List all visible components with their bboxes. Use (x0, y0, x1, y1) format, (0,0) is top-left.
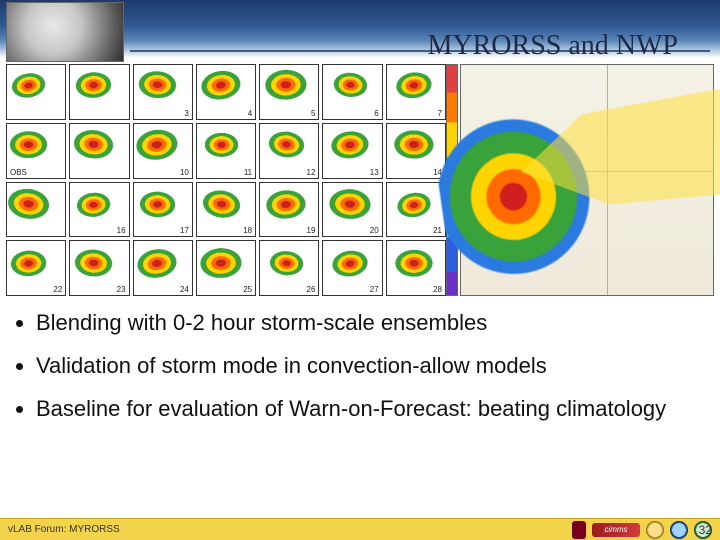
ensemble-panel: 22 (6, 240, 66, 296)
ensemble-panel: 7 (386, 64, 446, 120)
panel-number: 12 (307, 168, 316, 177)
obs-label: OBS (10, 168, 27, 177)
footer-left-text: vLAB Forum: MYRORSS (8, 524, 120, 535)
panel-number: 3 (184, 109, 188, 118)
bullet-3: Baseline for evaluation of Warn-on-Forec… (36, 396, 702, 423)
panel-number: 16 (117, 226, 126, 235)
panel-number: 28 (433, 285, 442, 294)
panel-number: 20 (370, 226, 379, 235)
panel-number: 4 (248, 109, 252, 118)
ensemble-panel: OBS (6, 123, 66, 179)
warning-map (460, 64, 714, 296)
ou-logo-icon (572, 521, 586, 539)
cimms-logo-icon: cimms (592, 523, 640, 537)
ensemble-panel (6, 182, 66, 238)
panel-number: 19 (307, 226, 316, 235)
panel-number: 24 (180, 285, 189, 294)
footer-bar: vLAB Forum: MYRORSS cimms 32 (0, 518, 720, 540)
ensemble-panel: 10 (133, 123, 193, 179)
ensemble-panel: 23 (69, 240, 129, 296)
ensemble-panel: 17 (133, 182, 193, 238)
ensemble-panel: 18 (196, 182, 256, 238)
panel-number: 18 (243, 226, 252, 235)
ensemble-panel: 27 (322, 240, 382, 296)
page-number: 32 (699, 523, 712, 537)
ensemble-panel: 28 (386, 240, 446, 296)
ensemble-small-multiples: 34567OBS10111213141617181920212223242526… (6, 64, 446, 296)
noaa-seal-icon (670, 521, 688, 539)
panel-number: 17 (180, 226, 189, 235)
ensemble-panel (69, 64, 129, 120)
panel-number: 6 (374, 109, 378, 118)
ensemble-panel: 13 (322, 123, 382, 179)
slide-title: MYRORSS and NWP (428, 30, 678, 62)
ensemble-panel: 25 (196, 240, 256, 296)
ensemble-panel (6, 64, 66, 120)
header-bar: MYRORSS and NWP (0, 0, 720, 58)
panel-number: 27 (370, 285, 379, 294)
panel-number: 11 (244, 168, 252, 177)
ensemble-panel: 6 (322, 64, 382, 120)
panel-number: 23 (117, 285, 126, 294)
ensemble-panel: 26 (259, 240, 319, 296)
panel-number: 26 (307, 285, 316, 294)
panel-number: 13 (370, 168, 379, 177)
ensemble-panel: 3 (133, 64, 193, 120)
storm-thumbnail (6, 2, 124, 62)
ensemble-panel: 20 (322, 182, 382, 238)
ensemble-panel: 11 (196, 123, 256, 179)
ensemble-panel: 12 (259, 123, 319, 179)
seal-icon (646, 521, 664, 539)
bullet-2: Validation of storm mode in convection-a… (36, 353, 702, 380)
panel-number: 22 (53, 285, 62, 294)
ensemble-panel: 21 (386, 182, 446, 238)
ensemble-panel: 5 (259, 64, 319, 120)
ensemble-panel: 24 (133, 240, 193, 296)
figure-area: 34567OBS10111213141617181920212223242526… (0, 64, 720, 296)
panel-number: 25 (243, 285, 252, 294)
ensemble-panel (69, 123, 129, 179)
ensemble-panel: 16 (69, 182, 129, 238)
bullet-1: Blending with 0-2 hour storm-scale ensem… (36, 310, 702, 337)
panel-number: 21 (433, 226, 442, 235)
ensemble-panel: 19 (259, 182, 319, 238)
footer-logos: cimms (572, 521, 712, 539)
panel-number: 5 (311, 109, 315, 118)
ensemble-panel: 4 (196, 64, 256, 120)
bullet-list: Blending with 0-2 hour storm-scale ensem… (22, 310, 702, 438)
panel-number: 10 (180, 168, 189, 177)
